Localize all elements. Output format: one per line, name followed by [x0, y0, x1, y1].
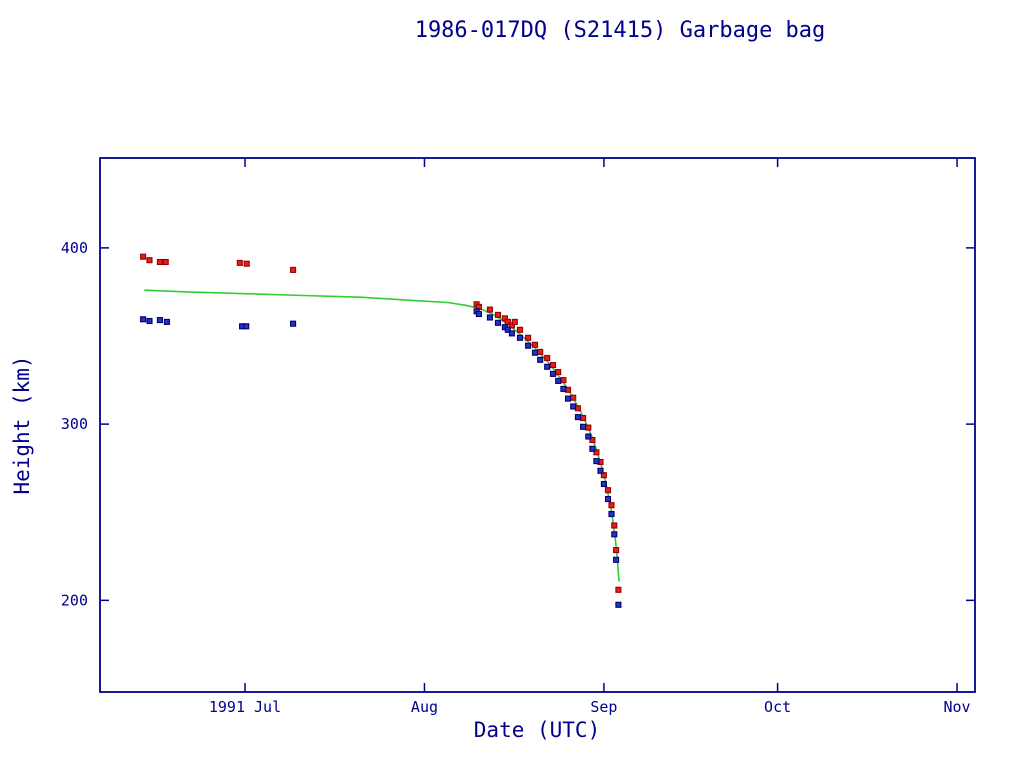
apogee-height-point — [511, 318, 518, 325]
y-axis-label: Height (km) — [10, 355, 34, 495]
apogee-height-point — [585, 424, 592, 431]
perigee-height-point — [163, 318, 170, 325]
perigee-height-point — [508, 330, 515, 337]
chart-title: 1986-017DQ (S21415) Garbage bag — [414, 18, 826, 43]
perigee-height-point — [580, 423, 587, 430]
perigee-height-point — [593, 458, 600, 465]
perigee-height-point — [486, 314, 493, 321]
perigee-height-point — [549, 370, 557, 377]
apogee-height-point — [236, 259, 243, 266]
apogee-height-point — [544, 354, 551, 362]
apogee-height-point — [613, 547, 620, 554]
apogee-height-point — [162, 258, 169, 266]
apogee-height-point — [516, 326, 524, 333]
perigee-height-point — [560, 385, 567, 392]
perigee-height-point — [544, 363, 551, 370]
apogee-height-point — [156, 258, 163, 266]
perigee-height-point — [146, 317, 153, 325]
perigee-height-point — [604, 495, 612, 503]
x-tick-label: Aug — [411, 698, 438, 716]
apogee-height-point — [486, 306, 493, 313]
apogee-height-point — [580, 414, 587, 422]
perigee-height-point — [589, 445, 596, 452]
apogee-height-point — [570, 394, 577, 401]
apogee-height-point — [604, 487, 612, 494]
perigee-height-point — [585, 433, 592, 440]
apogee-height-point — [525, 334, 532, 341]
x-tick-label: 1991 Jul — [209, 698, 281, 716]
mean-height-fit-line — [144, 289, 620, 582]
apogee-height-point — [560, 377, 567, 384]
apogee-height-point — [608, 502, 615, 509]
perigee-height-point — [504, 326, 511, 333]
y-tick-label: 300 — [61, 415, 88, 433]
perigee-height-point — [140, 316, 147, 323]
apogee-height-point — [537, 348, 544, 355]
perigee-height-point — [531, 349, 539, 356]
perigee-height-point — [290, 320, 297, 327]
apogee-height-point — [549, 362, 557, 369]
apogee-height-point — [243, 260, 250, 267]
plot-frame — [99, 157, 976, 693]
perigee-height-point — [555, 377, 562, 384]
perigee-height-point — [615, 601, 622, 608]
apogee-height-point — [494, 311, 502, 318]
apogee-height-point — [593, 449, 600, 456]
y-tick-label: 400 — [61, 239, 88, 257]
apogee-height-point — [531, 341, 539, 348]
perigee-height-point — [564, 395, 572, 402]
perigee-height-point — [516, 334, 524, 341]
perigee-height-point — [156, 317, 163, 324]
perigee-height-point — [608, 510, 615, 518]
y-tick-label: 200 — [61, 591, 88, 609]
apogee-height-point — [600, 472, 607, 479]
perigee-height-point — [597, 467, 604, 474]
perigee-height-point — [611, 531, 618, 538]
apogee-height-point — [611, 522, 618, 529]
apogee-height-point — [140, 253, 147, 260]
x-tick-label: Nov — [944, 698, 971, 716]
perigee-height-point — [613, 556, 620, 563]
apogee-height-point — [290, 266, 297, 273]
perigee-height-point — [475, 310, 482, 318]
perigee-height-point — [600, 480, 607, 488]
apogee-height-point — [615, 586, 622, 593]
apogee-height-point — [555, 369, 562, 376]
perigee-height-point — [525, 342, 532, 349]
perigee-height-point — [537, 356, 544, 363]
perigee-height-point — [494, 319, 502, 326]
perigee-height-point — [243, 323, 250, 330]
perigee-height-point — [570, 403, 577, 410]
x-axis-label: Date (UTC) — [473, 718, 601, 742]
perigee-height-point — [574, 414, 581, 421]
apogee-height-point — [146, 257, 153, 264]
x-tick-label: Sep — [590, 698, 617, 716]
x-tick-label: Oct — [764, 698, 791, 716]
apogee-height-point — [589, 436, 596, 444]
